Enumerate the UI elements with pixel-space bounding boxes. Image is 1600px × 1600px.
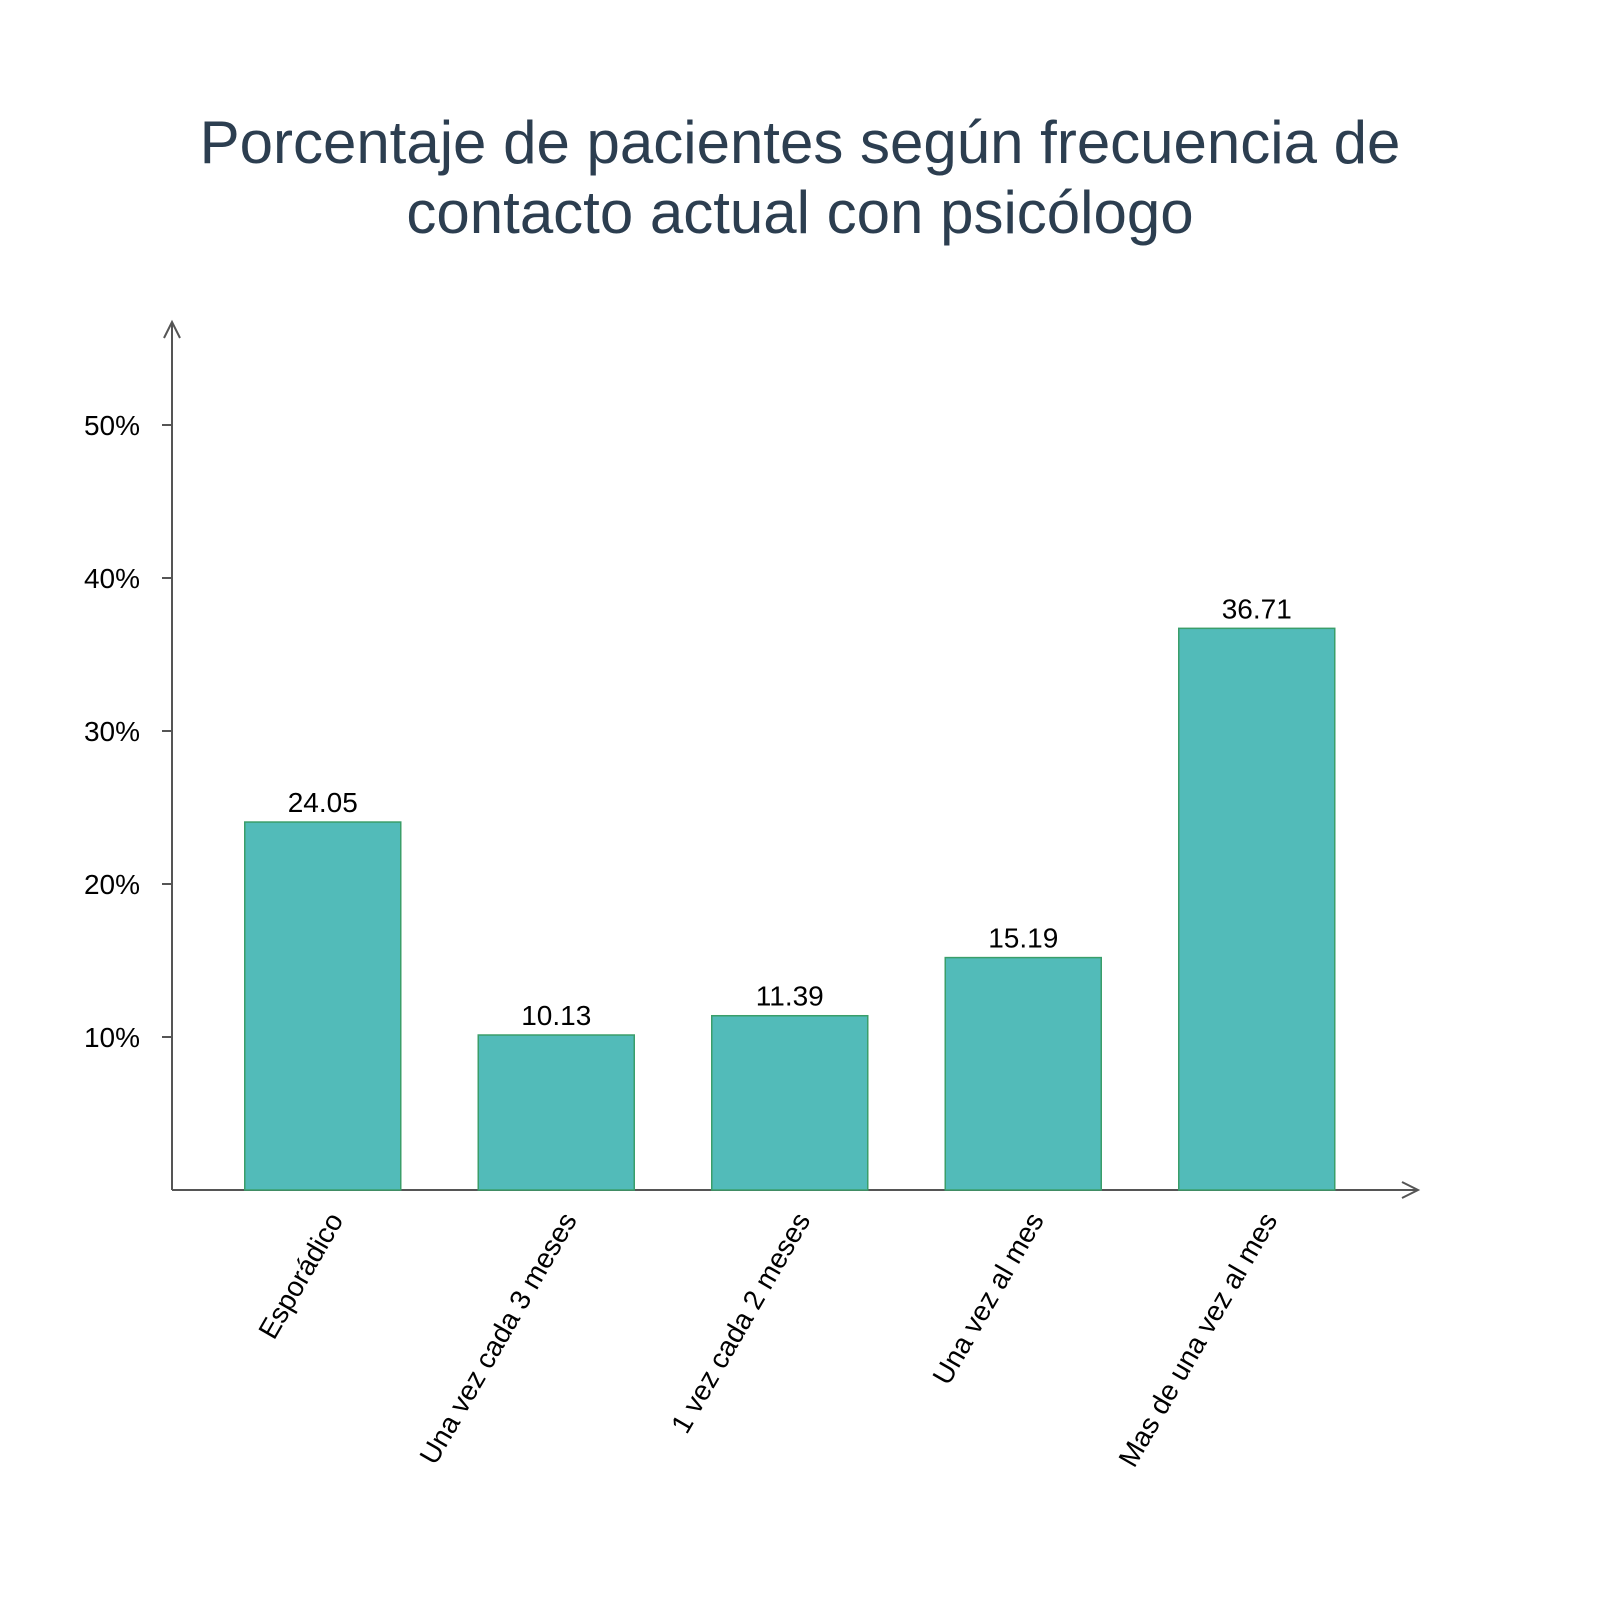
x-category-label: Mas de una vez al mes xyxy=(1112,1207,1283,1472)
chart-title: Porcentaje de pacientes según frecuencia… xyxy=(0,108,1600,248)
bar xyxy=(477,1034,635,1191)
x-category-label: Una vez al mes xyxy=(926,1207,1049,1390)
bar-value-label: 24.05 xyxy=(288,787,358,818)
bar xyxy=(244,821,402,1191)
x-category-label: Una vez cada 3 meses xyxy=(414,1207,583,1469)
y-tick-label: 50% xyxy=(84,410,140,441)
bar xyxy=(711,1014,869,1191)
y-axis-ticks: 10% 20% 30% 40% 50% xyxy=(84,410,172,1053)
y-axis-arrow xyxy=(163,319,181,339)
bar xyxy=(1178,627,1336,1191)
data-labels: 24.05 10.13 11.39 15.19 36.71 xyxy=(288,593,1292,1031)
y-tick-label: 10% xyxy=(84,1022,140,1053)
chart-bars xyxy=(244,627,1336,1191)
chart-title-line-1: Porcentaje de pacientes según frecuencia… xyxy=(199,109,1401,176)
x-category-label: Esporádico xyxy=(252,1207,349,1344)
x-axis-labels: Esporádico Una vez cada 3 meses 1 vez cada… xyxy=(252,1207,1283,1472)
bar xyxy=(944,956,1102,1191)
x-category-label: 1 vez cada 2 meses xyxy=(665,1207,816,1438)
chart-title-line-2: contacto actual con psicólogo xyxy=(406,179,1194,246)
bar-value-label: 15.19 xyxy=(988,923,1058,954)
y-tick-label: 40% xyxy=(84,563,140,594)
y-tick-label: 30% xyxy=(84,716,140,747)
x-axis-arrow xyxy=(1401,1181,1421,1199)
bar-value-label: 36.71 xyxy=(1222,593,1292,624)
bar-value-label: 11.39 xyxy=(756,981,824,1012)
y-tick-label: 20% xyxy=(84,869,140,900)
bar-value-label: 10.13 xyxy=(521,1000,591,1031)
